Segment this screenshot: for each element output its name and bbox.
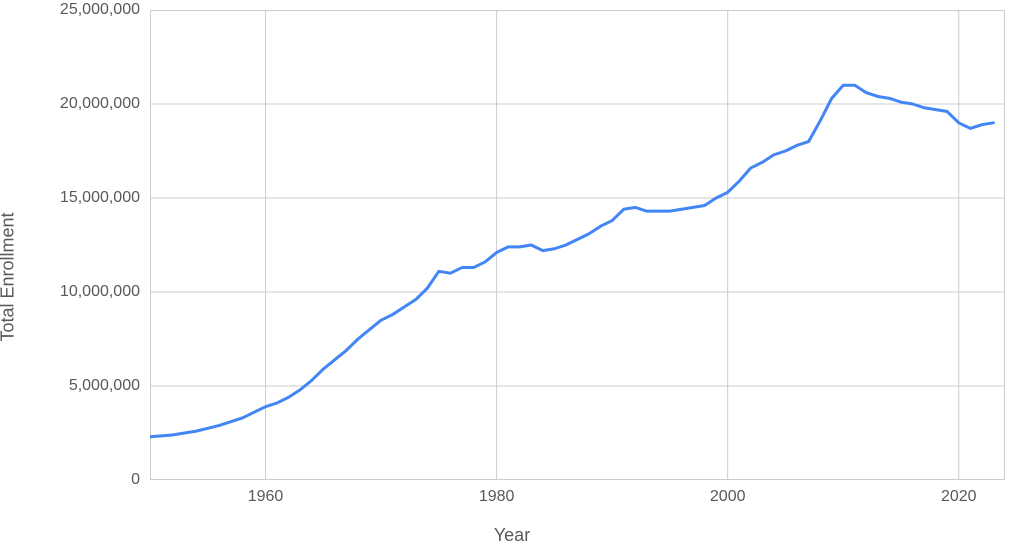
y-tick-label: 25,000,000	[60, 1, 140, 19]
plot-area	[150, 10, 1005, 480]
y-tick-label: 5,000,000	[69, 377, 140, 395]
x-tick-label: 1980	[479, 488, 515, 506]
x-tick-label: 2000	[710, 488, 746, 506]
chart-svg	[150, 10, 1005, 480]
y-tick-label: 10,000,000	[60, 283, 140, 301]
x-tick-label: 1960	[248, 488, 284, 506]
y-tick-label: 0	[131, 471, 140, 489]
data-line	[150, 85, 993, 437]
enrollment-line-chart: Total Enrollment Year 0 5,000,000 10,000,0…	[0, 0, 1024, 554]
x-tick-label: 2020	[941, 488, 977, 506]
y-tick-label: 15,000,000	[60, 189, 140, 207]
plot-border	[151, 11, 1005, 480]
y-tick-label: 20,000,000	[60, 95, 140, 113]
y-axis-title: Total Enrollment	[0, 212, 19, 341]
x-axis-title: Year	[494, 525, 530, 546]
